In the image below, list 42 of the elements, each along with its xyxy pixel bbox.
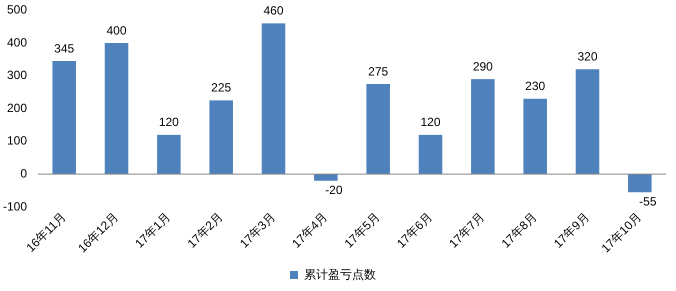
x-tick-label: 17年8月 — [498, 210, 540, 251]
bar — [209, 100, 233, 174]
x-tick-label: 17年1月 — [132, 210, 174, 251]
x-tick-label: 17年10月 — [598, 210, 644, 256]
y-tick-label: 0 — [20, 166, 28, 180]
bar — [628, 174, 652, 192]
y-tick-label: 100 — [6, 134, 28, 148]
bar — [471, 79, 495, 174]
data-label: 345 — [54, 41, 75, 56]
bar — [52, 61, 76, 174]
data-label: -55 — [639, 194, 657, 209]
data-label: 120 — [420, 115, 441, 130]
data-label: 225 — [211, 80, 232, 95]
data-label: -20 — [325, 183, 343, 198]
x-tick-label: 17年4月 — [289, 210, 330, 251]
bar — [314, 174, 338, 181]
y-tick-label: 400 — [6, 35, 28, 50]
data-label: 230 — [525, 79, 546, 94]
x-tick-label: 17年5月 — [342, 210, 383, 251]
bar — [366, 84, 390, 174]
data-label: 400 — [106, 23, 127, 38]
data-label: 120 — [158, 115, 180, 130]
bar — [418, 134, 442, 174]
bar — [576, 69, 600, 174]
data-label: 290 — [472, 59, 494, 74]
legend-label: 累计盈亏点数 — [304, 267, 376, 282]
x-tick-label: 17年6月 — [394, 210, 435, 251]
x-tick-label: 17年3月 — [236, 210, 278, 251]
data-label: 320 — [577, 50, 598, 64]
y-tick-label: 200 — [6, 100, 28, 115]
bar — [157, 134, 181, 174]
bar — [104, 42, 128, 174]
x-tick-label: 17年9月 — [550, 210, 592, 251]
y-tick-label: 300 — [6, 68, 28, 82]
x-tick-label: 17年2月 — [184, 210, 226, 251]
x-tick-label: 17年7月 — [446, 210, 488, 251]
data-label: 275 — [368, 64, 389, 78]
bar — [523, 98, 547, 174]
x-tick-label: 16年12月 — [75, 210, 121, 256]
y-tick-label: 500 — [6, 2, 28, 17]
data-label: 460 — [263, 4, 284, 18]
bar — [262, 23, 286, 174]
